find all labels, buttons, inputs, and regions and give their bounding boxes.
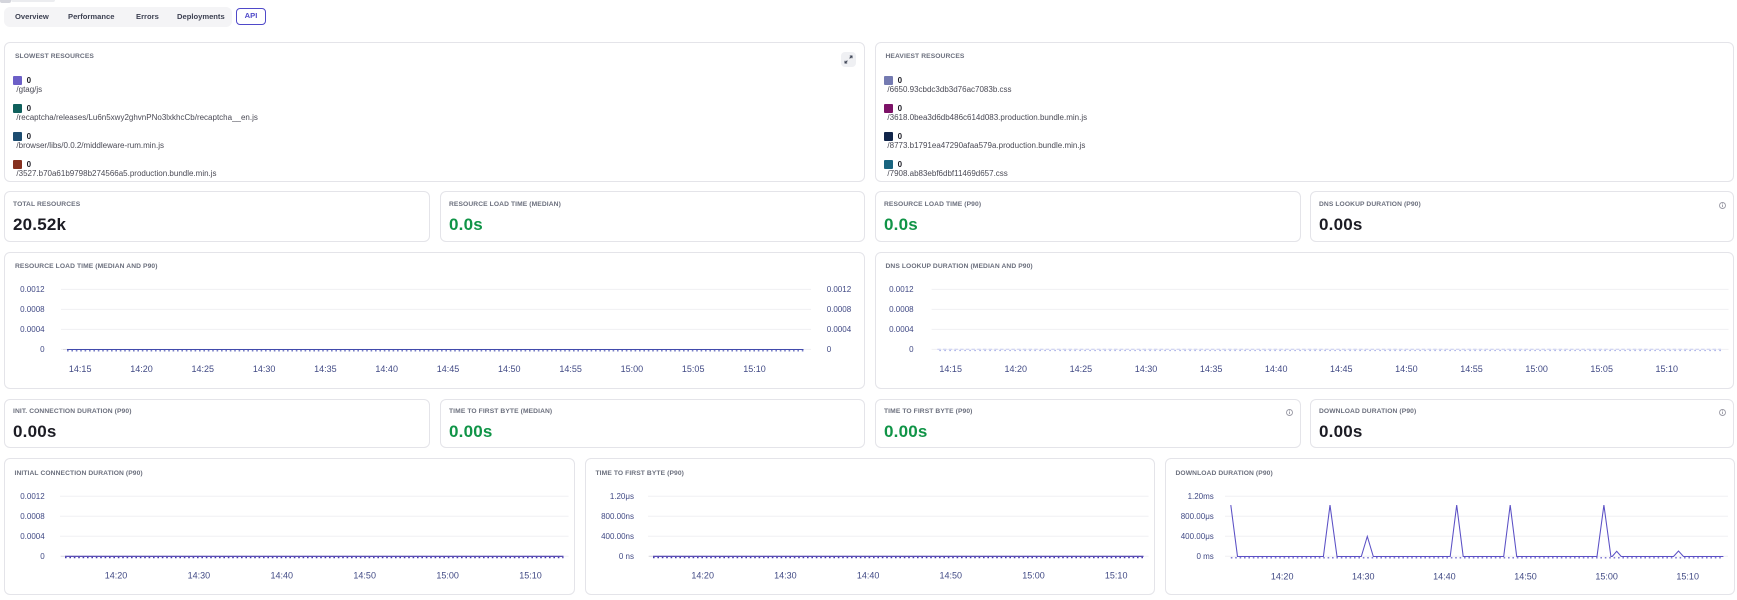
svg-text:14:45: 14:45 (1330, 364, 1353, 374)
svg-text:0: 0 (827, 345, 832, 354)
svg-text:14:20: 14:20 (130, 364, 153, 374)
svg-text:0.0012: 0.0012 (20, 492, 45, 501)
svg-text:0.0012: 0.0012 (827, 285, 852, 294)
svg-text:0.0004: 0.0004 (827, 325, 852, 334)
svg-text:14:55: 14:55 (1460, 364, 1483, 374)
svg-text:15:05: 15:05 (1590, 364, 1613, 374)
svg-text:0.0004: 0.0004 (20, 532, 45, 541)
svg-text:14:20: 14:20 (105, 570, 128, 580)
svg-text:14:30: 14:30 (253, 364, 276, 374)
svg-text:0: 0 (909, 345, 914, 354)
svg-text:400.00μs: 400.00μs (1181, 532, 1214, 541)
svg-text:14:30: 14:30 (774, 570, 797, 580)
svg-text:14:55: 14:55 (559, 364, 582, 374)
svg-text:14:50: 14:50 (940, 570, 963, 580)
svg-text:0: 0 (40, 345, 45, 354)
svg-text:14:50: 14:50 (1514, 572, 1537, 582)
svg-text:14:35: 14:35 (314, 364, 337, 374)
svg-text:15:00: 15:00 (436, 570, 459, 580)
svg-text:14:50: 14:50 (498, 364, 521, 374)
svg-text:0 ms: 0 ms (1196, 552, 1213, 561)
svg-text:14:40: 14:40 (271, 570, 294, 580)
svg-text:14:25: 14:25 (1070, 364, 1093, 374)
svg-text:15:10: 15:10 (1656, 364, 1679, 374)
svg-text:14:15: 14:15 (69, 364, 92, 374)
svg-text:1.20ms: 1.20ms (1188, 492, 1214, 501)
svg-text:15:10: 15:10 (743, 364, 766, 374)
svg-text:0.0012: 0.0012 (889, 285, 914, 294)
svg-text:0: 0 (40, 552, 45, 561)
svg-text:14:45: 14:45 (437, 364, 460, 374)
svg-text:14:40: 14:40 (1433, 572, 1456, 582)
svg-text:14:20: 14:20 (691, 570, 714, 580)
svg-text:14:40: 14:40 (375, 364, 398, 374)
svg-text:14:50: 14:50 (353, 570, 376, 580)
svg-text:15:10: 15:10 (519, 570, 542, 580)
svg-text:0.0008: 0.0008 (889, 305, 914, 314)
svg-text:1.20μs: 1.20μs (610, 492, 634, 501)
svg-text:15:05: 15:05 (682, 364, 705, 374)
svg-text:0.0004: 0.0004 (20, 325, 45, 334)
svg-text:0.0008: 0.0008 (20, 305, 45, 314)
svg-text:0.0008: 0.0008 (827, 305, 852, 314)
svg-text:14:30: 14:30 (1135, 364, 1158, 374)
svg-text:15:00: 15:00 (1525, 364, 1548, 374)
svg-text:14:20: 14:20 (1271, 572, 1294, 582)
svg-text:14:25: 14:25 (192, 364, 215, 374)
svg-text:0.0004: 0.0004 (889, 325, 914, 334)
svg-text:0.0012: 0.0012 (20, 285, 45, 294)
svg-text:14:20: 14:20 (1005, 364, 1028, 374)
svg-text:14:40: 14:40 (857, 570, 880, 580)
svg-text:0 ns: 0 ns (619, 552, 634, 561)
svg-text:14:35: 14:35 (1200, 364, 1223, 374)
svg-text:15:00: 15:00 (1022, 570, 1045, 580)
svg-text:14:40: 14:40 (1265, 364, 1288, 374)
svg-text:15:10: 15:10 (1676, 572, 1699, 582)
svg-text:14:50: 14:50 (1395, 364, 1418, 374)
svg-text:14:15: 14:15 (939, 364, 962, 374)
svg-text:15:00: 15:00 (621, 364, 644, 374)
svg-text:15:00: 15:00 (1595, 572, 1618, 582)
svg-text:0.0008: 0.0008 (20, 512, 45, 521)
svg-text:14:30: 14:30 (1352, 572, 1375, 582)
svg-text:800.00ns: 800.00ns (601, 512, 634, 521)
svg-text:15:10: 15:10 (1105, 570, 1128, 580)
svg-text:400.00ns: 400.00ns (601, 532, 634, 541)
svg-text:800.00μs: 800.00μs (1181, 512, 1214, 521)
svg-text:14:30: 14:30 (188, 570, 211, 580)
